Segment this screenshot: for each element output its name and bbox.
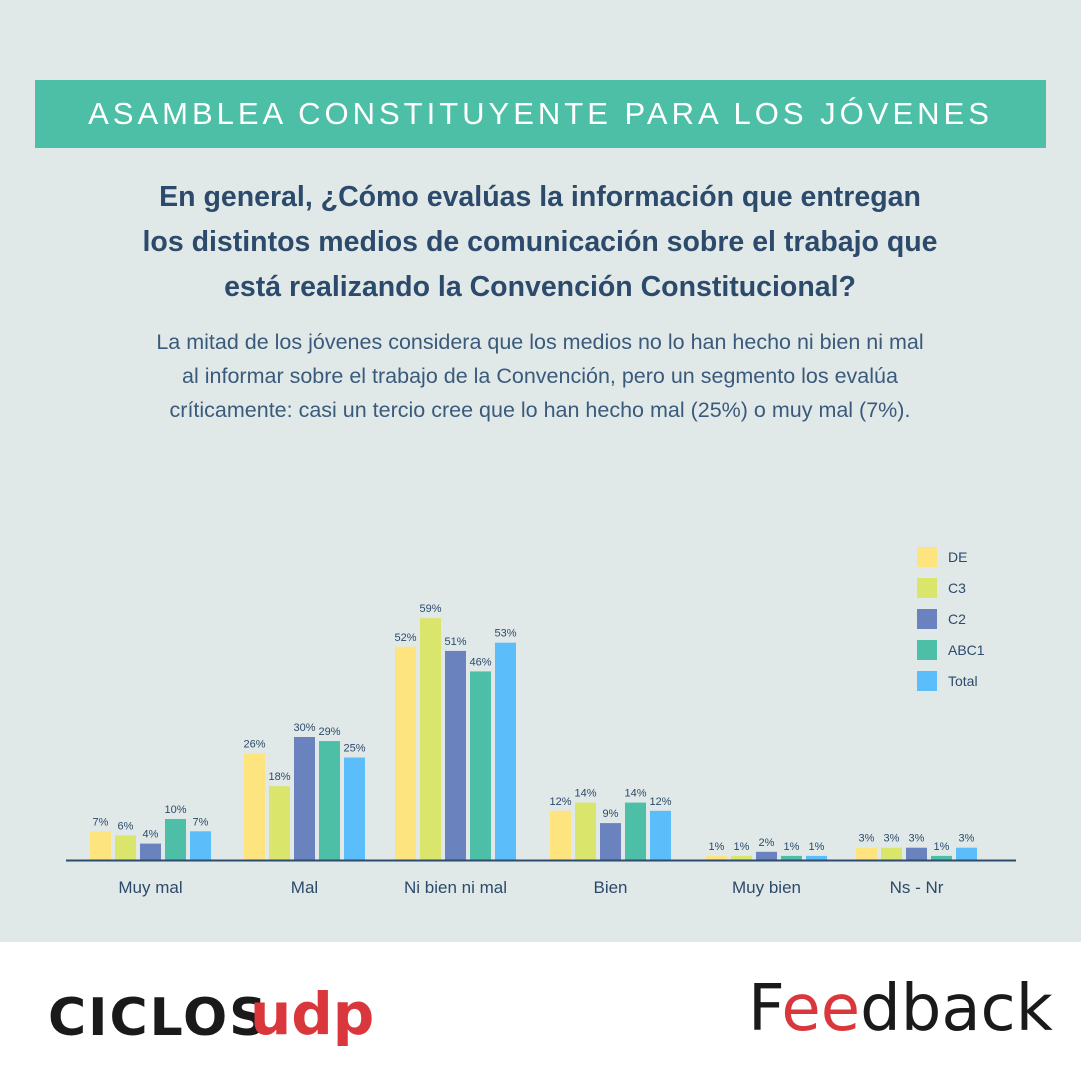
category-label: Bien	[593, 878, 627, 897]
data-label: 12%	[649, 796, 671, 808]
bar	[190, 831, 211, 860]
bar	[115, 835, 136, 860]
data-label: 18%	[268, 771, 290, 783]
category-label: Muy mal	[118, 878, 182, 897]
data-label: 26%	[243, 738, 265, 750]
data-label: 3%	[959, 833, 975, 845]
data-label: 1%	[784, 841, 800, 853]
data-label: 14%	[574, 788, 596, 800]
bar	[731, 855, 752, 860]
data-label: 3%	[909, 833, 925, 845]
bar	[650, 810, 671, 860]
content-panel	[0, 0, 1081, 942]
summary-text: La mitad de los jóvenes considera que lo…	[60, 325, 1020, 427]
data-label: 9%	[603, 808, 619, 820]
category-label: Ni bien ni mal	[404, 878, 507, 897]
data-label: 2%	[759, 837, 775, 849]
question-line-1: En general, ¿Cómo evalúas la información…	[159, 181, 921, 213]
data-label: 10%	[164, 804, 186, 816]
bar	[781, 855, 802, 860]
ciclos-logo: CICLOS	[48, 988, 269, 1048]
header-banner: ASAMBLEA CONSTITUYENTE PARA LOS JÓVENES	[35, 80, 1046, 148]
bar	[625, 802, 646, 860]
feedback-logo: Feedback	[748, 972, 1053, 1046]
data-label: 30%	[293, 722, 315, 734]
legend-swatch	[917, 609, 937, 629]
bar	[856, 847, 877, 860]
data-label: 1%	[734, 841, 750, 853]
data-label: 1%	[809, 841, 825, 853]
data-label: 25%	[343, 743, 365, 755]
legend-label: ABC1	[948, 642, 985, 658]
data-label: 29%	[318, 726, 340, 738]
legend-swatch	[917, 671, 937, 691]
bar	[806, 855, 827, 860]
bar	[600, 823, 621, 860]
bar	[881, 847, 902, 860]
data-label: 7%	[193, 816, 209, 828]
bar	[395, 646, 416, 860]
data-label: 6%	[118, 820, 134, 832]
data-label: 1%	[934, 841, 950, 853]
data-label: 3%	[859, 833, 875, 845]
data-label: 14%	[624, 788, 646, 800]
bar	[931, 855, 952, 860]
data-label: 7%	[93, 816, 109, 828]
data-label: 1%	[709, 841, 725, 853]
data-label: 3%	[884, 833, 900, 845]
data-label: 4%	[143, 829, 159, 841]
data-label: 51%	[444, 636, 466, 648]
category-label: Muy bien	[732, 878, 801, 897]
bar	[706, 855, 727, 860]
legend-label: Total	[948, 673, 978, 689]
bar	[294, 737, 315, 860]
bar	[956, 847, 977, 860]
header-title: ASAMBLEA CONSTITUYENTE PARA LOS JÓVENES	[88, 96, 993, 131]
legend-swatch	[917, 640, 937, 660]
udp-logo: udp	[250, 980, 375, 1048]
summary-line-1: La mitad de los jóvenes considera que lo…	[156, 330, 924, 354]
question-line-3: está realizando la Convención Constituci…	[224, 271, 856, 303]
bar	[470, 671, 491, 860]
bar	[344, 757, 365, 860]
bar	[495, 642, 516, 860]
bar	[906, 847, 927, 860]
bar	[420, 618, 441, 860]
question-heading: En general, ¿Cómo evalúas la información…	[60, 175, 1020, 310]
legend-label: C3	[948, 580, 966, 596]
bar	[756, 851, 777, 860]
legend-swatch	[917, 578, 937, 598]
category-label: Mal	[291, 878, 318, 897]
bar	[319, 741, 340, 860]
bar	[550, 810, 571, 860]
bar	[165, 819, 186, 860]
legend-label: DE	[948, 549, 967, 565]
bar-chart: 7% 26% 52% 12% 1% 3% 6% 18% 59% 14% 1% 3% 4% 30% 51% 9%…	[66, 547, 1016, 897]
question-line-2: los distintos medios de comunicación sob…	[142, 226, 938, 258]
data-label: 12%	[549, 796, 571, 808]
data-label: 59%	[419, 603, 441, 615]
bar	[269, 786, 290, 860]
bar	[140, 843, 161, 860]
data-label: 52%	[394, 632, 416, 644]
bar	[575, 802, 596, 860]
legend-swatch	[917, 547, 937, 567]
summary-line-2: al informar sobre el trabajo de la Conve…	[182, 364, 898, 388]
bar	[445, 650, 466, 860]
category-label: Ns - Nr	[890, 878, 944, 897]
bar	[90, 831, 111, 860]
summary-line-3: críticamente: casi un tercio cree que lo…	[169, 398, 911, 422]
legend-label: C2	[948, 611, 966, 627]
data-label: 53%	[494, 628, 516, 640]
data-label: 46%	[469, 656, 491, 668]
bar	[244, 753, 265, 860]
